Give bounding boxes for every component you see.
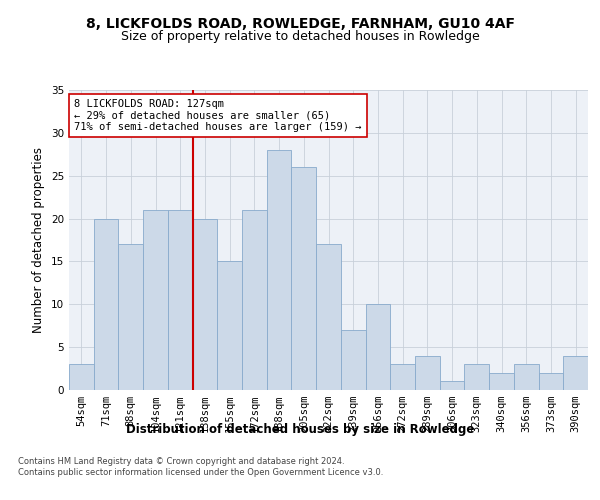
Bar [242, 210, 267, 390]
Bar [415, 356, 440, 390]
Bar [94, 218, 118, 390]
Text: 8 LICKFOLDS ROAD: 127sqm
← 29% of detached houses are smaller (65)
71% of semi-d: 8 LICKFOLDS ROAD: 127sqm ← 29% of detach… [74, 99, 362, 132]
Bar [440, 382, 464, 390]
Bar [69, 364, 94, 390]
Bar [365, 304, 390, 390]
Bar [316, 244, 341, 390]
Bar [563, 356, 588, 390]
Y-axis label: Number of detached properties: Number of detached properties [32, 147, 46, 333]
Bar [118, 244, 143, 390]
Bar [267, 150, 292, 390]
Bar [489, 373, 514, 390]
Bar [292, 167, 316, 390]
Bar [217, 262, 242, 390]
Bar [390, 364, 415, 390]
Bar [168, 210, 193, 390]
Bar [143, 210, 168, 390]
Bar [341, 330, 365, 390]
Bar [514, 364, 539, 390]
Text: Distribution of detached houses by size in Rowledge: Distribution of detached houses by size … [126, 422, 474, 436]
Text: Size of property relative to detached houses in Rowledge: Size of property relative to detached ho… [121, 30, 479, 43]
Bar [193, 218, 217, 390]
Bar [539, 373, 563, 390]
Text: 8, LICKFOLDS ROAD, ROWLEDGE, FARNHAM, GU10 4AF: 8, LICKFOLDS ROAD, ROWLEDGE, FARNHAM, GU… [86, 18, 515, 32]
Text: Contains HM Land Registry data © Crown copyright and database right 2024.
Contai: Contains HM Land Registry data © Crown c… [18, 458, 383, 477]
Bar [464, 364, 489, 390]
